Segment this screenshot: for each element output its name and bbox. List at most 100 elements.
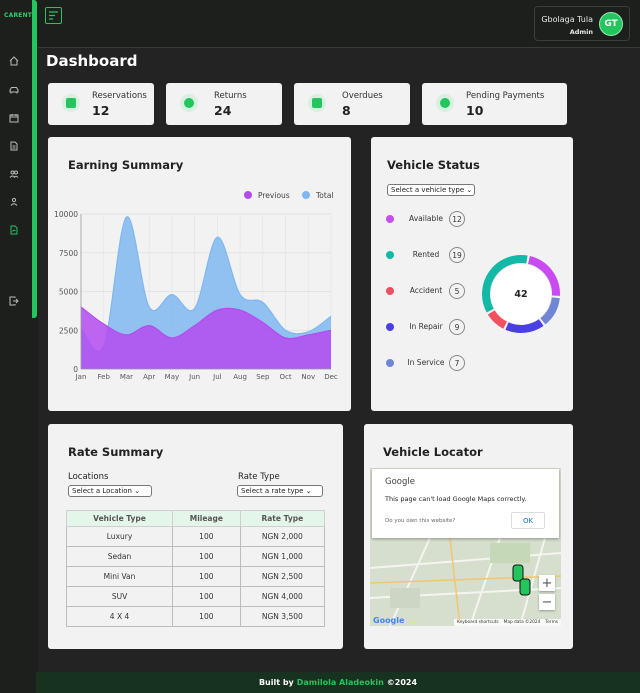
map-error-dialog: Google This page can't load Google Maps … <box>372 469 559 538</box>
stat-label: Overdues <box>342 91 383 101</box>
map-attribution: Keyboard shortcuts Map data ©2024 Terms <box>454 619 561 626</box>
rate-type-label: Rate Type <box>238 472 280 482</box>
status-row-rented: Rented 19 <box>386 247 476 263</box>
status-count: 19 <box>449 247 465 263</box>
stat-card-reservations[interactable]: Reservations 12 <box>48 83 154 125</box>
rate-summary-title: Rate Summary <box>68 445 164 459</box>
legend-label-previous: Previous <box>258 191 290 200</box>
y-tick-label: 5000 <box>59 288 78 297</box>
footer-copyright: ©2024 <box>386 678 418 687</box>
x-tick-label: May <box>165 373 179 381</box>
stat-card-pending-payments[interactable]: Pending Payments 10 <box>422 83 567 125</box>
stat-value: 24 <box>214 103 232 118</box>
table-cell: SUV <box>65 586 174 607</box>
status-dot <box>386 215 394 223</box>
line-total <box>80 216 332 352</box>
status-row-accident: Accident 5 <box>386 283 476 299</box>
status-label: In Repair <box>409 322 443 331</box>
status-label: In Service <box>407 358 445 367</box>
status-dot <box>386 323 394 331</box>
line-previous <box>80 306 332 340</box>
table-cell: NGN 1,000 <box>239 546 326 567</box>
report-icon <box>10 225 18 235</box>
ok-button[interactable]: OK <box>511 512 545 529</box>
location-select[interactable]: Select a Location ⌄ <box>68 485 152 497</box>
menu-toggle-button[interactable] <box>45 7 62 24</box>
vehicle-status-panel: Vehicle Status Select a vehicle type ⌄ A… <box>371 137 573 411</box>
zoom-out-button[interactable]: − <box>539 594 555 610</box>
x-tick-label: Nov <box>301 373 315 381</box>
table-cell: 100 <box>172 566 241 587</box>
vehicle-marker-icon[interactable] <box>506 561 536 601</box>
earning-summary-panel: Earning Summary Previous Total 0 2500 5000… <box>48 137 351 411</box>
zoom-in-button[interactable]: + <box>539 575 555 591</box>
terms-link[interactable]: Terms <box>545 620 558 625</box>
own-site-link[interactable]: Do you own this website? <box>385 518 456 524</box>
donut-total: 42 <box>514 289 527 300</box>
table-cell: Sedan <box>65 546 174 567</box>
donut-segment-in-repair[interactable] <box>505 319 544 333</box>
donut-segment-in-service[interactable] <box>540 297 560 325</box>
earning-summary-title: Earning Summary <box>68 158 184 172</box>
legend-swatch-previous <box>244 191 252 199</box>
y-tick-label: 7500 <box>59 249 78 258</box>
donut-segment-accident[interactable] <box>487 310 508 329</box>
x-tick-label: Mar <box>120 373 133 381</box>
footer-author-link[interactable]: Damilola Aladeokin <box>296 678 384 687</box>
top-header: Gbolaga Tula Admin GT <box>38 0 640 48</box>
table-cell: NGN 2,000 <box>239 526 326 547</box>
chevron-down-icon: ⌄ <box>466 186 473 194</box>
rate-summary-panel: Rate Summary Locations Select a Location… <box>48 424 343 649</box>
keyboard-shortcuts-link[interactable]: Keyboard shortcuts <box>457 620 499 625</box>
status-row-in-service: In Service 7 <box>386 355 476 371</box>
column-header: Rate Type <box>239 510 326 527</box>
users-icon <box>9 170 19 178</box>
car-icon <box>9 87 19 94</box>
area-previous <box>81 307 331 369</box>
stat-value: 12 <box>92 103 110 118</box>
stat-label: Pending Payments <box>466 91 545 101</box>
table-header-row: Vehicle Type Mileage Rate Type <box>65 510 326 527</box>
x-tick-label: Apr <box>143 373 155 381</box>
user-role: Admin <box>569 28 593 36</box>
table-cell: 4 X 4 <box>65 606 174 627</box>
reservations-icon <box>62 94 80 112</box>
stat-card-returns[interactable]: Returns 24 <box>166 83 282 125</box>
page-footer: Built by Damilola Aladeokin ©2024 <box>36 672 640 693</box>
donut-segment-available[interactable] <box>527 256 560 296</box>
sidebar-item-home[interactable] <box>8 55 20 67</box>
sidebar-item-customers[interactable] <box>8 168 20 180</box>
sidebar-item-staff[interactable] <box>8 196 20 208</box>
x-tick-label: Dec <box>324 373 338 381</box>
sidebar-item-documents[interactable] <box>8 140 20 152</box>
map[interactable]: Google This page can't load Google Maps … <box>370 468 561 626</box>
avatar[interactable]: GT <box>599 12 623 36</box>
google-logo: Google <box>373 616 405 625</box>
status-label: Available <box>409 214 443 223</box>
table-cell: 100 <box>172 546 241 567</box>
logout-icon <box>9 296 19 306</box>
donut-center <box>491 264 551 324</box>
stat-label: Reservations <box>92 91 147 101</box>
sidebar-item-logout[interactable] <box>8 295 20 307</box>
donut-segment-rented[interactable] <box>482 255 528 313</box>
table-cell: 100 <box>172 586 241 607</box>
page-title: Dashboard <box>46 52 138 70</box>
sidebar-item-reports[interactable] <box>8 224 20 236</box>
table-row: Luxury 100 NGN 2,000 <box>65 526 326 547</box>
status-label: Rented <box>412 250 440 259</box>
stat-card-overdues[interactable]: Overdues 8 <box>294 83 410 125</box>
x-tick-label: Aug <box>233 373 247 381</box>
document-icon <box>10 141 18 151</box>
user-profile[interactable]: Gbolaga Tula Admin GT <box>534 6 630 41</box>
select-value: Select a vehicle type <box>391 186 465 194</box>
rate-type-select[interactable]: Select a rate type ⌄ <box>237 485 323 497</box>
vehicle-type-select[interactable]: Select a vehicle type ⌄ <box>387 184 475 196</box>
chevron-down-icon: ⌄ <box>305 487 312 495</box>
map-error-message: This page can't load Google Maps correct… <box>385 495 527 503</box>
sidebar-item-calendar[interactable] <box>8 112 20 124</box>
app-logo[interactable]: CARENT <box>4 12 33 19</box>
vehicle-locator-panel: Vehicle Locator Google This page can't l… <box>364 424 573 649</box>
x-tick-label: Jun <box>188 373 200 381</box>
sidebar-item-vehicles[interactable] <box>8 84 20 96</box>
